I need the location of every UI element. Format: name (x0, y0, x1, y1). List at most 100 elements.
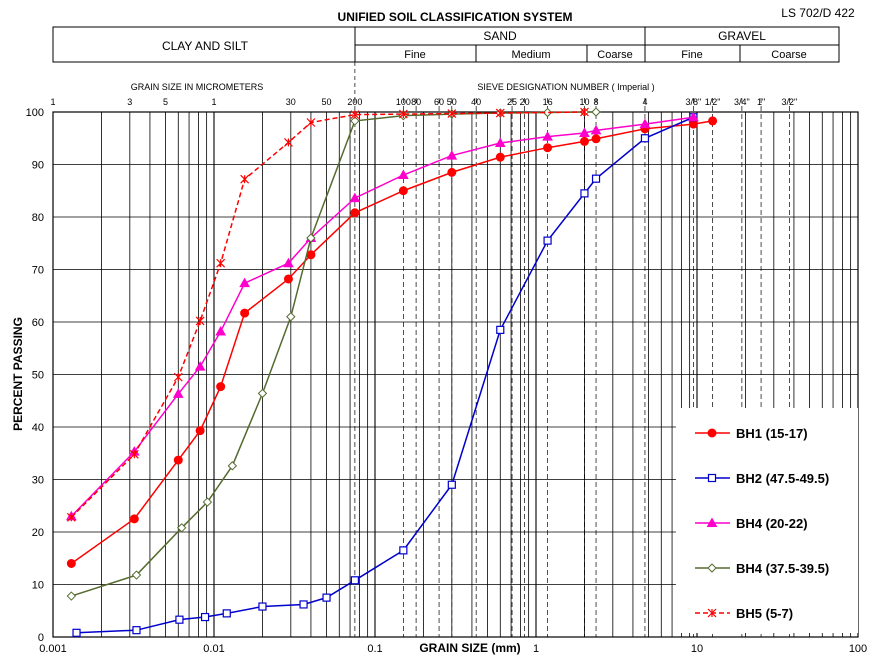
micrometer-tick-label: 1 (50, 97, 55, 107)
x-tick-label: 0.001 (39, 643, 67, 655)
sieve-tick-label: 3/4" (734, 97, 750, 107)
legend-marker (707, 563, 717, 573)
data-series (65, 107, 718, 637)
data-point (496, 325, 505, 334)
data-point (398, 109, 408, 119)
y-tick-label: 30 (32, 475, 44, 487)
data-point (397, 169, 409, 179)
sieve-tick-label: 60 (434, 97, 444, 107)
legend-label: BH5 (5-7) (736, 606, 793, 621)
data-point (543, 236, 552, 245)
data-point (398, 186, 408, 196)
data-point (66, 559, 76, 568)
data-point (240, 174, 250, 184)
y-tick-label: 100 (26, 107, 44, 119)
data-point (543, 143, 553, 153)
data-point (284, 138, 293, 147)
plot-grid (52, 62, 859, 638)
top-axis-labels: 1 3 5 1 30 50 200 100 80 60 50 40 25 20 16 10 8 4 3/8" 1/2"… (50, 97, 797, 107)
legend-label: BH4 (20-22) (736, 516, 808, 531)
legend-label: BH4 (37.5-39.5) (736, 561, 829, 576)
x-tick-label: 0.01 (203, 643, 224, 655)
data-point (66, 591, 77, 601)
legend-item: BH5 (5-7) (695, 606, 793, 621)
data-point (72, 628, 81, 637)
data-point (349, 192, 361, 203)
data-point (350, 110, 360, 120)
data-point (590, 124, 602, 135)
data-point (200, 612, 210, 622)
data-point (173, 455, 183, 465)
data-point (240, 308, 250, 318)
data-point (176, 523, 187, 533)
micrometer-tick-label: 3 (127, 97, 132, 107)
data-point (688, 111, 699, 122)
legend-item: BH4 (20-22) (695, 516, 808, 531)
legend-label: BH1 (15-17) (736, 426, 808, 441)
data-point (579, 136, 589, 146)
data-point (579, 127, 590, 137)
y-tick-label: 10 (32, 580, 44, 592)
legend-marker (707, 428, 717, 438)
data-point (495, 108, 505, 118)
data-point (195, 426, 205, 436)
data-point (257, 388, 268, 399)
sieve-tick-label: 40 (471, 97, 481, 107)
x-tick-label: 10 (691, 643, 703, 655)
data-point (580, 189, 589, 198)
sieve-tick-label: 3/2" (782, 97, 798, 107)
data-point (299, 600, 308, 609)
data-point (216, 258, 226, 268)
legend-marker (706, 517, 718, 527)
document-code: LS 702/D 422 (781, 6, 855, 20)
sieve-axis-title: SIEVE DESIGNATION NUMBER ( Imperial ) (477, 82, 654, 92)
sieve-tick-label: 200 (347, 97, 362, 107)
y-tick-label: 80 (32, 212, 44, 224)
y-tick-label: 50 (32, 370, 44, 382)
data-point (306, 233, 316, 243)
data-point (350, 208, 360, 218)
data-point (131, 570, 142, 580)
sand-label: SAND (483, 29, 517, 43)
data-point (708, 116, 718, 126)
series-line (70, 120, 713, 565)
data-point (227, 461, 238, 471)
sieve-tick-label: 8 (594, 97, 599, 107)
sand-medium-label: Medium (511, 49, 550, 61)
data-point (222, 609, 231, 618)
series-1 (66, 116, 718, 568)
micrometer-tick-label: 50 (322, 97, 332, 107)
data-point (447, 167, 457, 177)
data-point (129, 514, 139, 524)
y-tick-label: 60 (32, 317, 44, 329)
data-point (495, 152, 505, 162)
data-point (283, 257, 294, 268)
sieve-tick-label: 50 (447, 97, 457, 107)
sieve-tick-label: 4 (642, 97, 647, 107)
data-point (129, 449, 139, 459)
gravel-fine-label: Fine (681, 49, 702, 61)
legend: BH1 (15-17) BH2 (47.5-49.5) BH4 (20-22) BH4… (676, 408, 858, 633)
data-point (306, 118, 316, 127)
sieve-tick-label: 25 (507, 97, 517, 107)
data-point (591, 134, 601, 144)
chart-title: UNIFIED SOIL CLASSIFICATION SYSTEM (338, 10, 573, 24)
legend-item: BH2 (47.5-49.5) (695, 471, 829, 486)
x-axis-title: GRAIN SIZE (mm) (419, 641, 520, 655)
data-point (172, 388, 184, 398)
micrometers-axis-title: GRAIN SIZE IN MICROMETERS (131, 82, 264, 92)
sand-coarse-label: Coarse (597, 49, 632, 61)
sand-fine-label: Fine (404, 49, 425, 61)
data-point (591, 107, 601, 117)
x-tick-label: 1 (533, 643, 539, 655)
series-3 (65, 111, 699, 521)
legend-box (676, 408, 858, 633)
y-tick-label: 0 (38, 632, 44, 644)
gravel-label: GRAVEL (718, 29, 766, 43)
data-point (175, 615, 184, 624)
sieve-tick-label: 1" (757, 97, 765, 107)
data-point (195, 316, 205, 326)
data-point (542, 131, 553, 141)
legend-item: BH4 (37.5-39.5) (695, 561, 829, 576)
